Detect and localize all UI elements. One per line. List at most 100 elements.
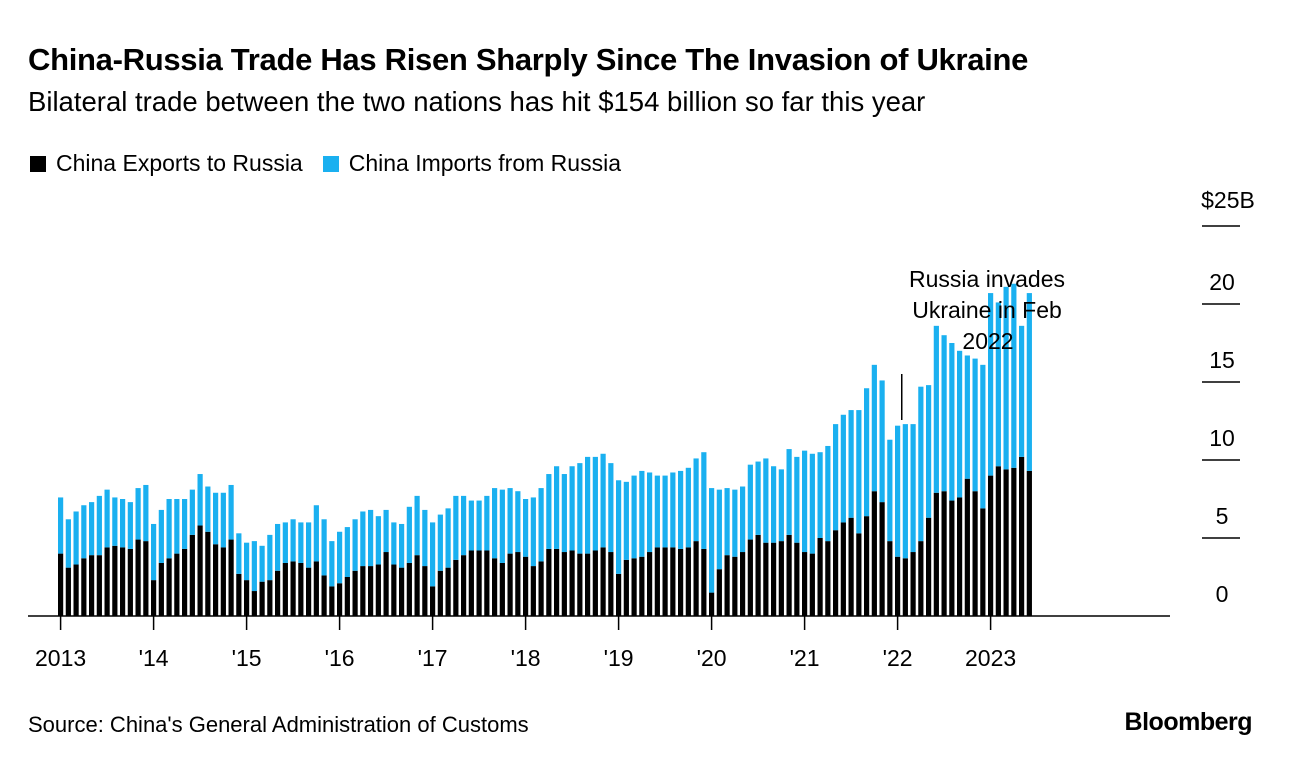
bar-exports (213, 544, 219, 616)
chart-title: China-Russia Trade Has Risen Sharply Sin… (28, 42, 1029, 77)
bar-imports (236, 533, 242, 574)
trade-bar-chart: 2013 '14 '15 '16 '17 '18 '19 '20 '21 '22 2023 0 5 10… (28, 187, 1255, 671)
bar-exports (902, 558, 908, 616)
bar-exports (275, 570, 281, 616)
bar-exports (871, 491, 877, 616)
bar-imports (995, 302, 1001, 467)
bar-imports (375, 516, 381, 565)
x-tick-label: '14 (139, 645, 169, 671)
bar-exports (771, 542, 777, 616)
bar-exports (817, 538, 823, 616)
bar-exports (840, 522, 846, 616)
bar-series (58, 283, 1032, 616)
bar-imports (158, 509, 164, 563)
bar-exports (887, 541, 893, 616)
bar-exports (639, 556, 645, 616)
bar-exports (368, 566, 374, 616)
bar-imports (972, 358, 978, 492)
bar-imports (120, 499, 126, 548)
bar-exports (802, 552, 808, 616)
bar-imports (143, 484, 149, 542)
bar-imports (344, 527, 350, 577)
bar-exports (910, 552, 916, 616)
bar-imports (926, 385, 932, 518)
bar-imports (569, 466, 575, 551)
bar-exports (406, 562, 412, 616)
bar-imports (58, 497, 64, 554)
bar-imports (608, 463, 614, 553)
bar-exports (724, 555, 730, 616)
bar-exports (158, 562, 164, 616)
bar-imports (213, 492, 219, 545)
bar-exports (220, 547, 226, 616)
bar-imports (840, 414, 846, 523)
bar-exports (290, 561, 296, 616)
bar-imports (592, 456, 598, 551)
bar-imports (809, 453, 815, 554)
bar-imports (662, 475, 668, 548)
bar-imports (1003, 286, 1009, 470)
bar-imports (112, 497, 118, 546)
bar-exports (135, 539, 141, 616)
x-tick-label: '18 (511, 645, 541, 671)
chart-subtitle: Bilateral trade between the two nations … (28, 86, 926, 117)
bar-exports (236, 573, 242, 616)
bar-exports (352, 570, 358, 616)
bar-exports (763, 542, 769, 616)
bar-exports (1011, 467, 1017, 616)
y-tick-label: 5 (1216, 503, 1229, 529)
bar-exports (197, 525, 203, 616)
bar-exports (329, 586, 335, 616)
bar-exports (499, 562, 505, 616)
bar-exports (267, 580, 273, 616)
bar-imports (631, 475, 637, 559)
legend-label-imports: China Imports from Russia (348, 150, 621, 176)
bar-imports (848, 410, 854, 518)
bar-exports (430, 586, 436, 616)
bar-imports (437, 514, 443, 571)
bar-exports (1026, 470, 1032, 616)
bar-exports (709, 592, 715, 616)
bar-imports (461, 495, 467, 556)
bar-exports (538, 561, 544, 616)
bar-imports (368, 509, 374, 567)
bar-imports (135, 488, 141, 540)
bar-imports (546, 474, 552, 549)
bar-imports (554, 466, 560, 549)
bar-imports (988, 293, 994, 476)
bar-imports (352, 519, 358, 571)
bar-imports (290, 519, 296, 562)
bar-exports (693, 541, 699, 616)
bar-exports (515, 552, 521, 616)
source-note: Source: China's General Administration o… (28, 712, 529, 737)
bar-imports (468, 500, 474, 551)
bar-exports (166, 558, 172, 616)
bar-imports (406, 506, 412, 563)
bar-imports (639, 470, 645, 557)
bar-imports (197, 474, 203, 526)
bar-exports (631, 558, 637, 616)
bar-exports (282, 562, 288, 616)
bar-exports (701, 548, 707, 616)
bar-exports (174, 553, 180, 616)
bar-exports (251, 591, 257, 616)
bar-imports (538, 488, 544, 562)
bar-imports (298, 522, 304, 563)
bar-exports (523, 556, 529, 616)
bar-exports (554, 548, 560, 616)
bar-imports (802, 450, 808, 553)
bar-exports (995, 466, 1001, 616)
bar-imports (96, 495, 102, 556)
y-tick-label: 10 (1209, 425, 1235, 451)
bar-imports (127, 502, 133, 549)
bar-imports (585, 456, 591, 554)
bar-imports (399, 523, 405, 568)
bar-imports (1011, 283, 1017, 468)
x-tick-label: '22 (883, 645, 913, 671)
bar-exports (461, 555, 467, 616)
bar-exports (685, 547, 691, 616)
bar-imports (561, 474, 567, 553)
x-tick-label: '20 (697, 645, 727, 671)
bar-imports (902, 424, 908, 559)
bar-exports (600, 547, 606, 616)
